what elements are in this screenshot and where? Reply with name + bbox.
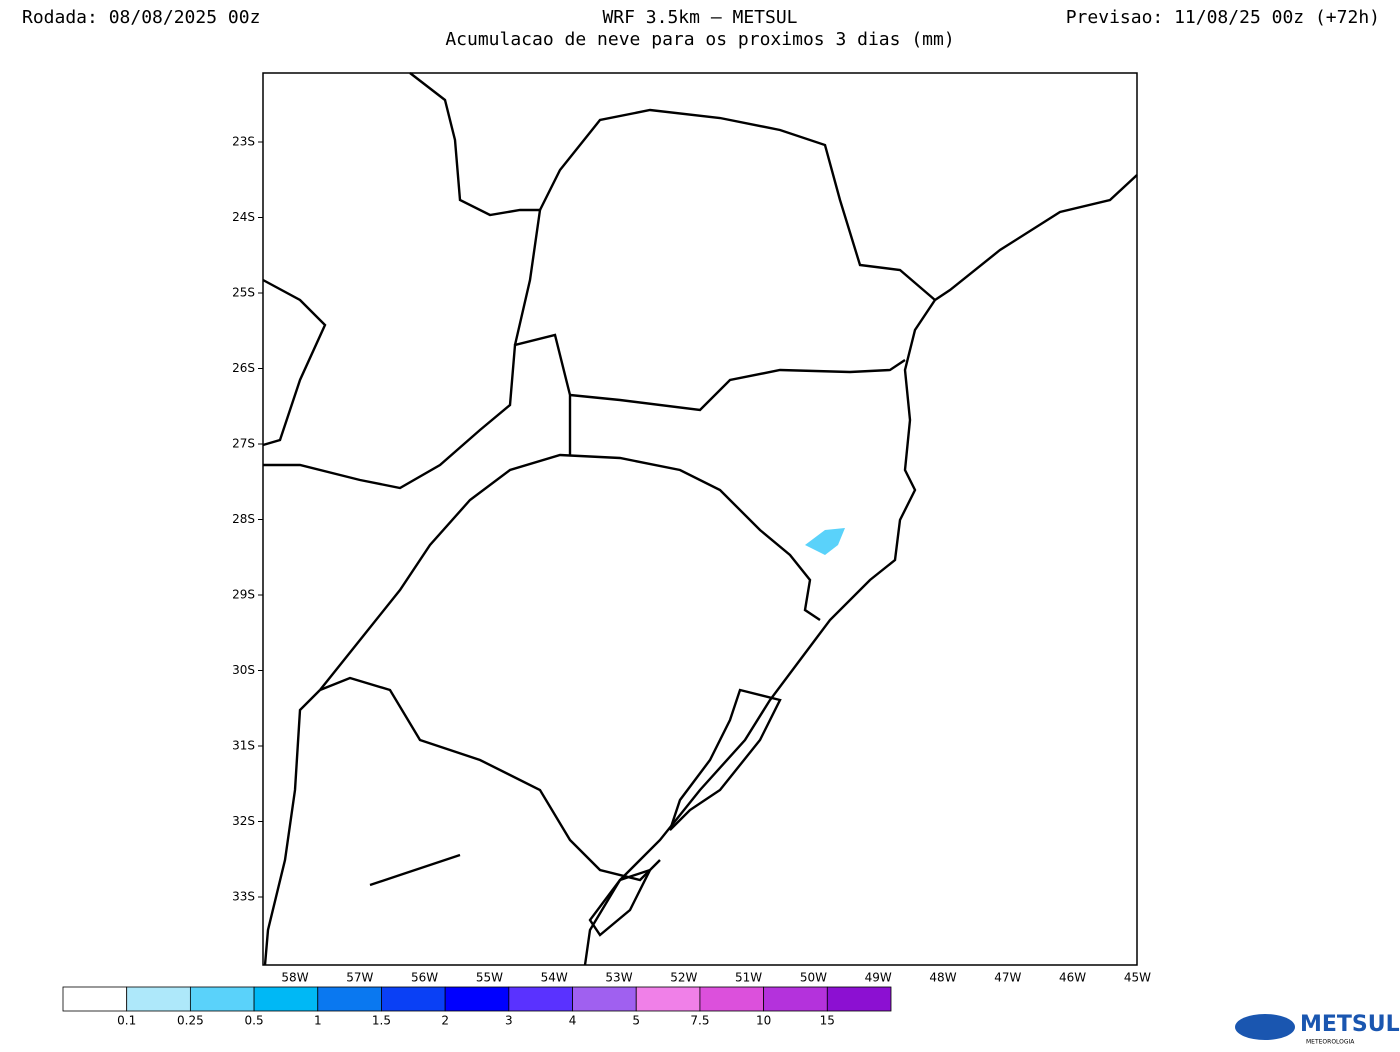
- colorbar-box: [62, 986, 128, 1012]
- lat-label: 31S: [232, 739, 255, 753]
- lon-label: 56W: [411, 971, 438, 985]
- lon-label: 47W: [994, 971, 1021, 985]
- colorbar-box: [189, 986, 255, 1012]
- colorbar-label: 1: [314, 1014, 322, 1028]
- lat-label: 26S: [232, 361, 255, 375]
- lon-label: 53W: [605, 971, 632, 985]
- lon-label: 52W: [670, 971, 697, 985]
- lat-label: 25S: [232, 286, 255, 300]
- colorbar-box: [826, 986, 892, 1012]
- lat-label: 27S: [232, 437, 255, 451]
- lon-label: 51W: [735, 971, 762, 985]
- lat-label: 29S: [232, 588, 255, 602]
- colorbar-label: 3: [505, 1014, 513, 1028]
- lat-label: 28S: [232, 512, 255, 526]
- border: [263, 689, 321, 966]
- colorbar-label: 0.1: [117, 1014, 136, 1028]
- colorbar-box: [317, 986, 382, 1012]
- border: [262, 278, 327, 447]
- border: [569, 359, 906, 412]
- logo-name: METSUL: [1300, 1012, 1400, 1037]
- colorbar-box: [381, 986, 446, 1012]
- subtitle: Acumulacao de neve para os proximos 3 di…: [445, 29, 954, 50]
- lat-label: 33S: [232, 890, 255, 904]
- lon-label: 58W: [281, 971, 308, 985]
- lon-label: 55W: [476, 971, 503, 985]
- colorbar-label: 7.5: [690, 1014, 709, 1028]
- colorbar-label: 1.5: [372, 1014, 391, 1028]
- borders: [262, 72, 1138, 966]
- coastline: [583, 174, 1138, 966]
- lon-label: 50W: [800, 971, 827, 985]
- forecast-label: Previsao: 11/08/25 00z (+72h): [1066, 7, 1380, 28]
- lat-label: 24S: [232, 210, 255, 224]
- lon-label: 45W: [1124, 971, 1151, 985]
- colorbar-label: 5: [632, 1014, 640, 1028]
- lon-label: 57W: [346, 971, 373, 985]
- border: [319, 453, 821, 691]
- colorbar-label: 10: [756, 1014, 771, 1028]
- border: [319, 676, 661, 882]
- logo: METSUL METEOROLOGIA: [1235, 1012, 1400, 1046]
- colorbar-box: [126, 986, 191, 1012]
- run-label: Rodada: 08/08/2025 00z: [22, 7, 260, 28]
- colorbar: 0.1 0.25 0.5 1 1.5 2 3 4 5 7.5 10 15: [62, 986, 892, 1028]
- lon-label: 48W: [929, 971, 956, 985]
- colorbar-box: [699, 986, 765, 1012]
- colorbar-box: [444, 986, 510, 1012]
- title: WRF 3.5km — METSUL: [602, 7, 797, 28]
- river: [369, 853, 461, 887]
- colorbar-box: [763, 986, 828, 1012]
- lon-label: 46W: [1059, 971, 1086, 985]
- lagoon: [668, 688, 782, 831]
- border: [263, 333, 572, 490]
- lon-label: 54W: [541, 971, 568, 985]
- lat-label: 32S: [232, 814, 255, 828]
- colorbar-label: 2: [441, 1014, 449, 1028]
- lagoon: [588, 867, 653, 937]
- border: [538, 108, 936, 301]
- colorbar-box: [508, 986, 573, 1012]
- colorbar-label: 15: [820, 1014, 835, 1028]
- lat-label: 30S: [232, 663, 255, 677]
- colorbar-label: 0.25: [177, 1014, 204, 1028]
- lat-label: 23S: [232, 135, 255, 149]
- colorbar-box: [572, 986, 637, 1012]
- colorbar-label: 4: [569, 1014, 577, 1028]
- colorbar-label: 0.5: [245, 1014, 264, 1028]
- logo-globe: [1235, 1014, 1295, 1040]
- map: 23S 24S 25S 26S 27S 28S 29S 30S 31S 32S 33S 58W 57W 5…: [232, 72, 1151, 985]
- colorbar-box: [253, 986, 319, 1012]
- lon-label: 49W: [865, 971, 892, 985]
- border: [409, 72, 542, 346]
- snow-area: [805, 528, 845, 555]
- colorbar-box: [635, 986, 701, 1012]
- map-frame: [262, 72, 1138, 966]
- logo-tagline: METEOROLOGIA: [1306, 1039, 1355, 1046]
